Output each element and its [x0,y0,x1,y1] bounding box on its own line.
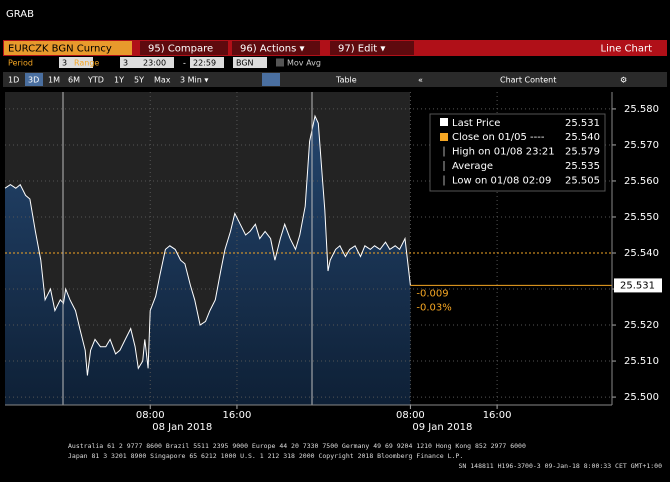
input-box[interactable] [233,57,267,68]
y-tick-label: 25.510 [624,356,659,367]
x-tick-label: 16:00 [223,410,252,421]
x-tick-label: 16:00 [483,410,512,421]
toolbar-button-label[interactable]: 95) Compare [148,44,213,55]
toolbar-button-label[interactable]: 96) Actions ▾ [240,44,305,55]
legend-name: Low on 01/08 02:09 [452,176,551,187]
date-label: 08 Jan 2018 [152,422,212,433]
tool-icon[interactable] [262,73,280,86]
x-tick-label: 08:00 [136,410,165,421]
toolbar-button[interactable] [330,41,414,55]
security-box[interactable] [4,41,132,55]
row3-bar [3,72,667,87]
date-label: 09 Jan 2018 [412,422,472,433]
toolbar-button[interactable] [140,41,228,55]
setting-period[interactable]: 3 [62,59,67,68]
window-title: GRAB [6,9,34,20]
setting-dash: - [183,59,186,68]
legend-value: 25.531 [565,118,600,129]
legend-box [429,113,606,192]
timeframe[interactable]: 3D [28,76,39,85]
footer-line: Japan 81 3 3201 8900 Singapore 65 6212 1… [68,452,463,460]
y-tick-label: 25.540 [624,248,659,259]
setting-source[interactable]: BGN [236,59,254,68]
input-box[interactable] [120,57,154,68]
setting-range[interactable]: 3 [123,59,128,68]
timeframe[interactable]: 6M [68,76,80,85]
table-button[interactable]: Table [335,76,357,85]
timeframe[interactable]: 1D [8,76,19,85]
setting-end[interactable]: 22:59 [193,59,216,68]
input-box[interactable] [190,57,224,68]
checkbox[interactable] [276,58,284,67]
y-tick-label: 25.580 [624,104,659,115]
setting-mov-avg: Mov Avg [287,59,321,68]
timeframe[interactable]: YTD [87,76,104,85]
price-line [4,114,411,376]
x-tick-label: 08:00 [396,410,425,421]
settings-icon[interactable]: ⚙ [620,76,627,85]
footer-line: SN 148811 H196-3700-3 09-Jan-18 8:00:33 … [459,462,663,470]
last-price-tag-label: 25.531 [620,280,655,291]
legend-value: 25.505 [565,176,600,187]
toolbar-button-label[interactable]: 97) Edit ▾ [338,44,385,55]
legend-name: Close on 01/05 ---- [452,132,545,143]
legend-value: 25.579 [565,147,600,158]
y-tick-label: 25.500 [624,392,659,403]
y-tick-label: 25.550 [624,212,659,223]
timeframe-selected[interactable] [25,73,43,86]
legend-value: 25.535 [565,161,600,172]
timeframe[interactable]: 1Y [114,76,124,85]
collapse[interactable]: « [418,76,423,85]
y-tick-label: 25.520 [624,320,659,331]
area [5,116,411,405]
setting-start[interactable]: 23:00 [143,59,166,68]
security[interactable]: EURCZK BGN Curncy [8,44,112,55]
timeframe[interactable]: 1M [48,76,60,85]
legend-swatch [440,133,448,141]
panel-title[interactable]: Chart Content [500,76,556,85]
timeframe[interactable]: Max [154,76,171,85]
input-box[interactable] [59,57,93,68]
legend-name: Average [452,161,493,172]
legend-name: Last Price [452,118,500,129]
legend-name: High on 01/08 23:21 [452,147,555,158]
footer-line: Australia 61 2 9777 8600 Brazil 5511 239… [68,442,526,450]
toolbar-button[interactable] [232,41,320,55]
change-annotation: -0.009 [416,288,448,299]
legend-value: 25.540 [565,132,600,143]
legend-swatch [440,118,448,126]
setting-period-label: Period [8,59,33,68]
timeframe[interactable]: 3 Min ▾ [180,76,208,85]
y-tick-label: 25.560 [624,176,659,187]
change-annotation: -0.03% [416,302,451,313]
setting-range-label: Range [74,59,99,68]
view-name[interactable]: Line Chart [601,44,653,55]
y-tick-label: 25.570 [624,140,659,151]
last-price-tag [614,278,662,293]
input-box[interactable] [140,57,174,68]
timeframe[interactable]: 5Y [134,76,144,85]
